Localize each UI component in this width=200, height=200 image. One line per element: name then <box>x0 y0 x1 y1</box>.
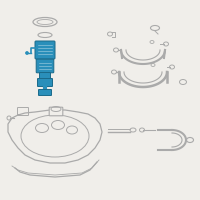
FancyBboxPatch shape <box>40 72 50 78</box>
FancyBboxPatch shape <box>18 108 29 116</box>
Ellipse shape <box>26 51 29 54</box>
FancyBboxPatch shape <box>49 107 63 116</box>
FancyBboxPatch shape <box>38 78 52 86</box>
FancyBboxPatch shape <box>35 41 55 59</box>
FancyBboxPatch shape <box>38 90 52 96</box>
FancyBboxPatch shape <box>36 59 54 73</box>
